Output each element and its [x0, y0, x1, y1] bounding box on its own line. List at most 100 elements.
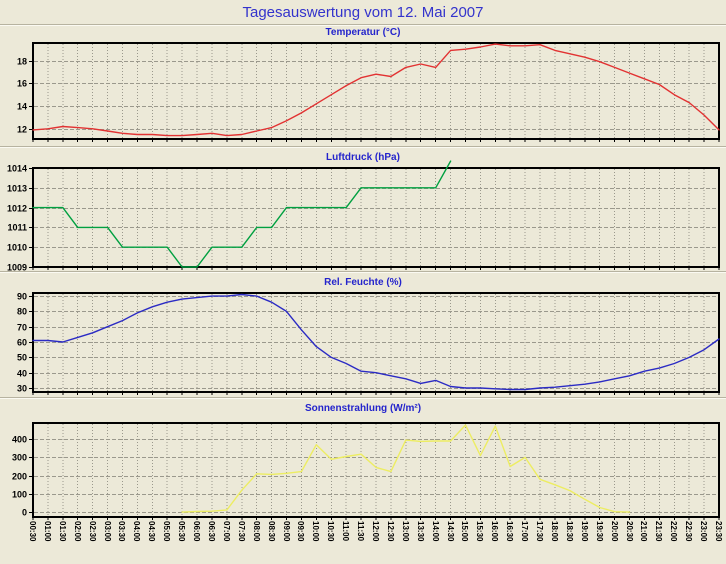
y-axis-label: 12	[17, 125, 27, 135]
x-axis-label: 13:30	[415, 521, 425, 542]
series-line-3	[181, 424, 631, 513]
y-axis-ticks	[29, 168, 33, 268]
x-axis-label: 06:30	[206, 521, 216, 542]
y-axis-label: 0	[22, 508, 27, 518]
y-axis-label: 80	[17, 307, 27, 317]
x-axis-label: 16:30	[505, 521, 515, 542]
separator	[0, 146, 726, 148]
x-axis-ticks	[32, 517, 720, 520]
y-axis-label: 40	[17, 369, 27, 379]
x-axis-label: 04:30	[147, 521, 157, 542]
x-axis-label: 07:30	[236, 521, 246, 542]
x-axis-label: 05:30	[177, 521, 187, 542]
x-axis-label: 07:00	[221, 521, 231, 542]
y-axis-label: 90	[17, 292, 27, 302]
x-axis-label: 22:30	[684, 521, 694, 542]
x-axis-label: 17:00	[520, 521, 530, 542]
series-line-0	[32, 43, 720, 137]
chart-2: 30 40 50 60 70 80 90	[17, 292, 720, 395]
horizontal-gridlines	[34, 439, 718, 513]
series-line-2	[32, 293, 720, 391]
horizontal-gridlines	[34, 296, 718, 389]
x-axis-label: 15:00	[460, 521, 470, 542]
x-axis-label: 14:00	[430, 521, 440, 542]
chart-title-pressure: Luftdruck (hPa)	[326, 152, 400, 163]
x-axis-label: 18:00	[549, 521, 559, 542]
y-axis-label: 60	[17, 338, 27, 348]
x-axis-label: 20:30	[624, 521, 634, 542]
x-axis-label: 11:00	[341, 521, 351, 542]
page-title: Tagesauswertung vom 12. Mai 2007	[242, 4, 484, 21]
x-axis-label: 16:00	[490, 521, 500, 542]
y-axis-label: 1011	[7, 223, 27, 233]
x-axis-label: 11:30	[356, 521, 366, 542]
separator	[0, 397, 726, 399]
x-axis-label: 09:30	[296, 521, 306, 542]
y-axis-ticks	[29, 61, 33, 130]
x-axis-label: 03:00	[102, 521, 112, 542]
x-axis-label: 12:30	[385, 521, 395, 542]
chart-3: 0 100 200 300 400	[12, 422, 720, 520]
chart-1: 1009 1010 1011 1012 1013 1014	[7, 160, 720, 273]
y-axis-label: 1012	[7, 204, 27, 214]
x-axis-label: 12:00	[371, 521, 380, 542]
x-axis-label: 00:30	[28, 521, 37, 542]
x-axis-label: 01:30	[57, 521, 67, 542]
y-axis-label: 18	[17, 57, 27, 67]
y-axis-label: 70	[17, 323, 27, 333]
chart-title-temperature: Temperatur (°C)	[325, 27, 401, 38]
x-axis-label: 23:00	[699, 521, 709, 542]
x-axis-ticks	[32, 392, 720, 395]
x-axis-label: 10:00	[311, 521, 321, 542]
y-axis-label: 200	[12, 472, 27, 482]
x-axis-ticks	[32, 139, 720, 142]
y-axis-label: 16	[17, 79, 27, 89]
y-axis-label: 400	[12, 435, 27, 445]
x-axis-label: 18:30	[564, 521, 574, 542]
plot-frame	[32, 167, 720, 268]
x-axis-label: 04:00	[132, 521, 142, 542]
chart-title-radiation: Sonnenstrahlung (W/m²)	[304, 403, 422, 414]
x-axis-label: 17:30	[535, 521, 545, 542]
x-axis-label: 03:30	[117, 521, 127, 542]
x-axis-label: 21:00	[639, 521, 649, 542]
x-axis-label: 14:30	[445, 521, 455, 542]
x-axis-label: 01:00	[42, 521, 52, 542]
x-axis-label: 09:00	[281, 521, 291, 542]
x-axis-label: 08:00	[251, 521, 261, 542]
x-axis-label: 23:30	[714, 521, 723, 542]
y-axis-label: 1010	[7, 243, 27, 253]
y-axis-ticks	[29, 439, 33, 513]
x-axis-label: 19:30	[594, 521, 604, 542]
y-axis-label: 50	[17, 353, 27, 363]
x-axis-ticks	[32, 267, 720, 270]
y-axis-label: 1009	[7, 263, 27, 273]
x-axis-label: 10:30	[326, 521, 336, 542]
x-axis-label: 06:00	[192, 521, 202, 542]
y-axis-label: 1013	[7, 184, 27, 194]
horizontal-gridlines	[34, 61, 718, 130]
x-axis-label: 19:00	[579, 521, 589, 542]
x-axis-label: 13:00	[400, 521, 410, 542]
separator	[0, 24, 726, 26]
series-line-1	[32, 160, 452, 268]
y-axis-label: 1014	[7, 164, 27, 174]
separator	[0, 271, 726, 273]
x-axis-label: 21:30	[654, 521, 664, 542]
x-axis-label: 20:00	[609, 521, 619, 542]
plot-area	[33, 43, 719, 139]
y-axis-ticks	[29, 296, 33, 389]
x-axis-label: 02:00	[72, 521, 82, 542]
y-axis-label: 30	[17, 384, 27, 394]
plot-frame	[32, 292, 720, 393]
plot-frame	[32, 422, 720, 518]
chart-0: 12 14 16 18	[17, 42, 720, 142]
x-axis-label: 02:30	[87, 521, 97, 542]
x-axis-label: 22:00	[669, 521, 679, 542]
y-axis-label: 300	[12, 453, 27, 463]
plot-frame	[32, 42, 720, 140]
y-axis-label: 100	[12, 490, 27, 500]
chart-title-humidity: Rel. Feuchte (%)	[324, 277, 402, 288]
